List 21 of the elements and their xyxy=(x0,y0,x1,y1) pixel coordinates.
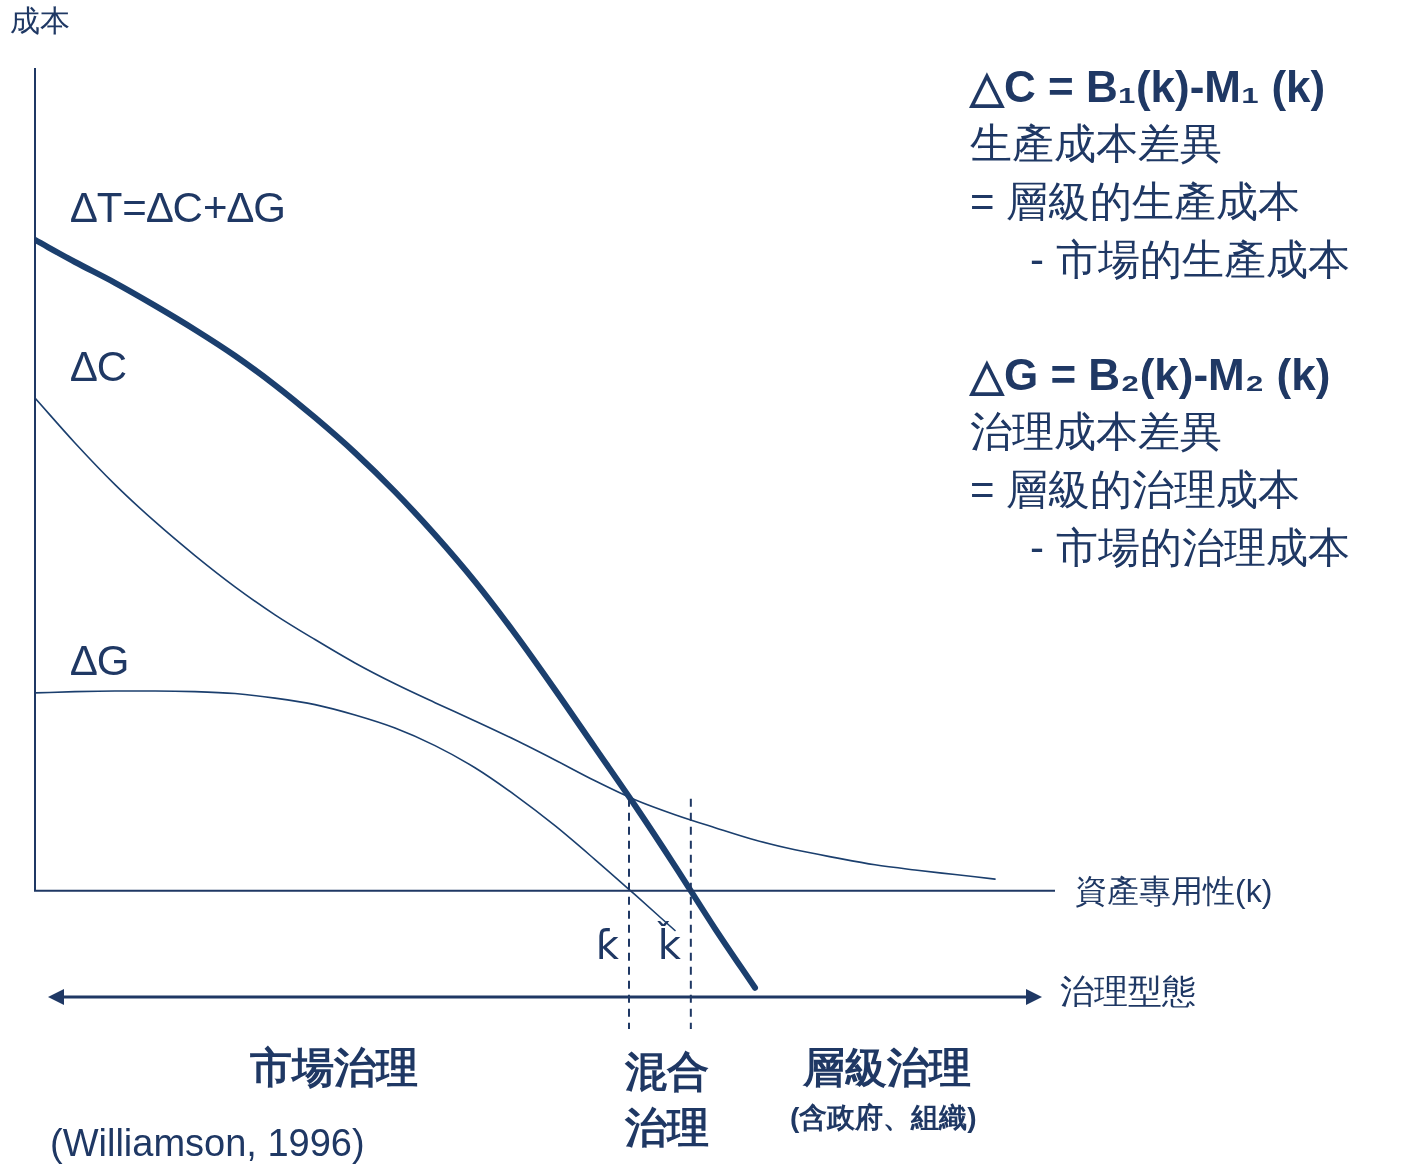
text: 治理型態 xyxy=(1060,972,1196,1012)
text: 層級治理 xyxy=(803,1044,971,1093)
annotation: △G = B₂(k)-M₂ (k) xyxy=(970,350,1331,401)
text: 生產成本差異 xyxy=(970,120,1222,169)
text: (Williamson, 1996) xyxy=(50,1122,365,1166)
series-label: ∆T=∆C+∆G xyxy=(71,184,286,232)
text: 成本 xyxy=(10,4,70,39)
text: 市場治理 xyxy=(250,1044,418,1093)
text: - 市場的治理成本 xyxy=(1030,524,1350,573)
text: △C = B₁(k)-M₁ (k) xyxy=(970,62,1326,113)
annotation: = 層級的治理成本 xyxy=(970,466,1301,515)
annotation: ƙ xyxy=(595,922,620,969)
series-label: ∆G xyxy=(71,637,130,685)
x-axis-title: 資產專用性(k) xyxy=(1075,873,1273,910)
text: - 市場的生產成本 xyxy=(1030,236,1350,285)
text: = 層級的生產成本 xyxy=(970,178,1301,227)
annotation: 治理成本差異 xyxy=(970,408,1222,457)
series-label: ∆C xyxy=(71,342,128,390)
text: 混合治理 xyxy=(625,1047,710,1153)
annotation: ǩ xyxy=(656,921,682,969)
text: (含政府、組織) xyxy=(790,1102,977,1135)
